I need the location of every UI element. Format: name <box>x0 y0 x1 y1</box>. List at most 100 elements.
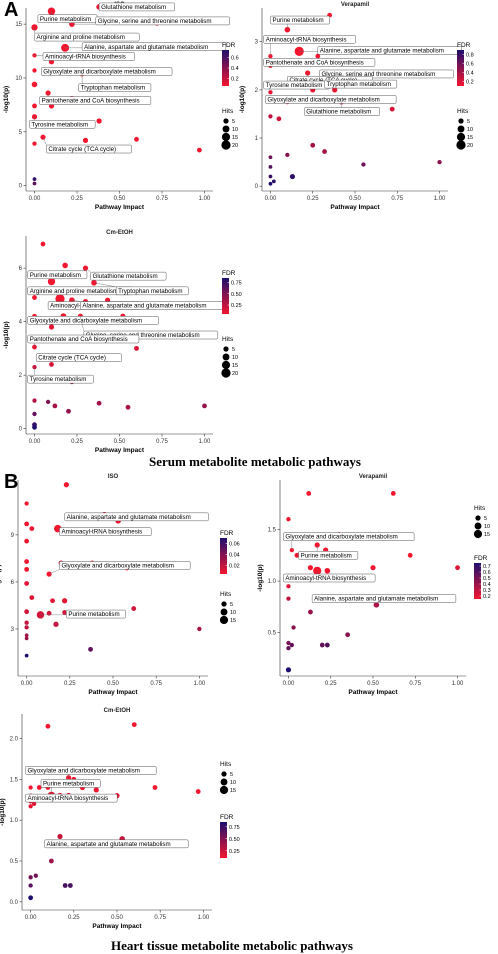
chart-title: Verapamil <box>359 474 388 480</box>
data-point <box>268 165 273 169</box>
fdr-legend-label: 0.4 <box>231 66 239 72</box>
panel-letter-b: B <box>4 471 18 493</box>
data-point <box>202 403 207 409</box>
fdr-legend-label: 0.6 <box>483 570 491 576</box>
fdr-legend-title: FDR <box>220 814 234 821</box>
x-axis-label: Pathway Impact <box>348 689 398 696</box>
data-point <box>82 137 89 144</box>
hits-legend-dot <box>456 140 466 150</box>
y-tick-label: 10 <box>15 76 22 82</box>
y-tick-label: 4 <box>19 320 23 326</box>
hits-legend: Hits 5 10 15 20 <box>456 108 473 150</box>
data-point <box>53 621 59 627</box>
data-point <box>284 26 291 33</box>
data-point <box>32 424 37 430</box>
caption-serum: Serum metabolite metabolic pathways <box>149 454 361 469</box>
annotation-box <box>270 15 330 25</box>
data-point <box>24 625 29 630</box>
data-point <box>134 345 139 351</box>
data-point <box>28 895 34 901</box>
hits-legend-label: 5 <box>232 347 235 353</box>
data-point <box>93 787 99 793</box>
data-point <box>24 538 30 544</box>
fdr-legend-label: 0.75 <box>231 281 242 287</box>
data-point <box>29 526 35 532</box>
x-tick-label: 0.00 <box>25 915 37 921</box>
data-point <box>455 565 460 571</box>
annotation-box <box>25 793 118 803</box>
x-tick-label: 0.25 <box>68 915 80 921</box>
hits-legend-title: Hits <box>220 591 232 598</box>
x-tick-label: 0.75 <box>156 196 168 202</box>
annotation-label: Alanine, aspartate and glutamate metabol… <box>46 841 170 848</box>
data-point <box>63 482 69 488</box>
data-point <box>268 90 273 95</box>
data-point <box>47 277 56 286</box>
fdr-legend: FDR 0.2 0.4 0.6 0.8 <box>457 42 474 86</box>
chart-title: ISO <box>108 474 119 480</box>
annotation-leader <box>93 282 117 288</box>
fdr-legend-label: 0.6 <box>466 62 474 68</box>
annotation-leader <box>49 569 60 575</box>
hits-legend-dot <box>220 778 228 786</box>
hits-legend-label: 5 <box>230 602 233 608</box>
x-tick-label: 0.75 <box>156 439 168 445</box>
y-tick-label: 0 <box>255 184 259 190</box>
data-point <box>62 598 68 604</box>
annotation-label: Glyoxylate and dicarboxylate metabolism <box>61 562 173 569</box>
hits-legend-label: 10 <box>484 524 490 530</box>
data-point <box>24 566 30 572</box>
data-point <box>308 609 313 615</box>
fdr-legend-label: 0.7 <box>483 564 491 570</box>
hits-legend-dot <box>219 615 229 625</box>
x-tick-label: 0.50 <box>114 439 126 445</box>
data-point <box>57 833 63 840</box>
data-point <box>45 723 51 729</box>
data-point <box>294 552 300 558</box>
annotation-box <box>283 532 415 541</box>
chart-5: Cm-EtOH 0.00 0.25 0.50 0.75 1.00 0.0 0.5 1.0 1.5 2… <box>0 708 240 930</box>
data-point <box>24 521 30 527</box>
hits-legend-title: Hits <box>220 761 232 768</box>
data-point <box>268 114 273 119</box>
data-point <box>24 653 29 658</box>
data-point <box>307 565 314 571</box>
y-tick-label: 3 <box>255 40 259 46</box>
annotation-box <box>324 79 398 89</box>
annotation-box <box>34 32 140 42</box>
fdr-color-bar <box>222 50 229 86</box>
x-tick-label: 0.75 <box>154 915 166 921</box>
annotation-label: Alanine, aspartate and glutamate metabol… <box>82 303 206 310</box>
annotation-label: Glyoxylate and dicarboxylate metabolism <box>267 97 379 104</box>
annotation-label: Glutathione metabolism <box>306 109 371 116</box>
data-point <box>24 501 29 506</box>
fdr-legend-title: FDR <box>474 555 488 562</box>
y-tick-label: 1.5 <box>268 528 277 534</box>
hits-legend-label: 5 <box>467 119 470 125</box>
x-tick-label: 1.00 <box>199 439 211 445</box>
y-tick-label: 0.5 <box>10 859 19 865</box>
fdr-legend-label: 0.5 <box>483 576 491 582</box>
annotation-box <box>64 512 209 522</box>
data-point <box>66 408 71 414</box>
x-tick-label: 0.50 <box>111 915 123 921</box>
hits-legend-dot <box>457 125 465 133</box>
x-tick-label: 1.00 <box>434 196 446 202</box>
y-tick-label: 5 <box>19 130 23 136</box>
data-point <box>24 633 29 638</box>
annotation-label: Glyoxylate and dicarboxylate metabolism <box>27 767 139 774</box>
data-point <box>390 491 396 496</box>
hits-legend-label: 10 <box>230 610 236 616</box>
x-tick-label: 0.00 <box>29 439 41 445</box>
fdr-legend-label: 0.50 <box>229 837 240 843</box>
hits-legend-title: Hits <box>222 336 234 343</box>
annotation-box <box>27 334 140 344</box>
hits-legend-label: 10 <box>232 355 238 361</box>
annotation-label: Purine metabolism <box>272 17 323 24</box>
annotation-label: Pantothenate and CoA biosynthesis <box>42 98 140 105</box>
data-point <box>286 640 291 646</box>
annotation-label: Purine metabolism <box>43 780 94 787</box>
